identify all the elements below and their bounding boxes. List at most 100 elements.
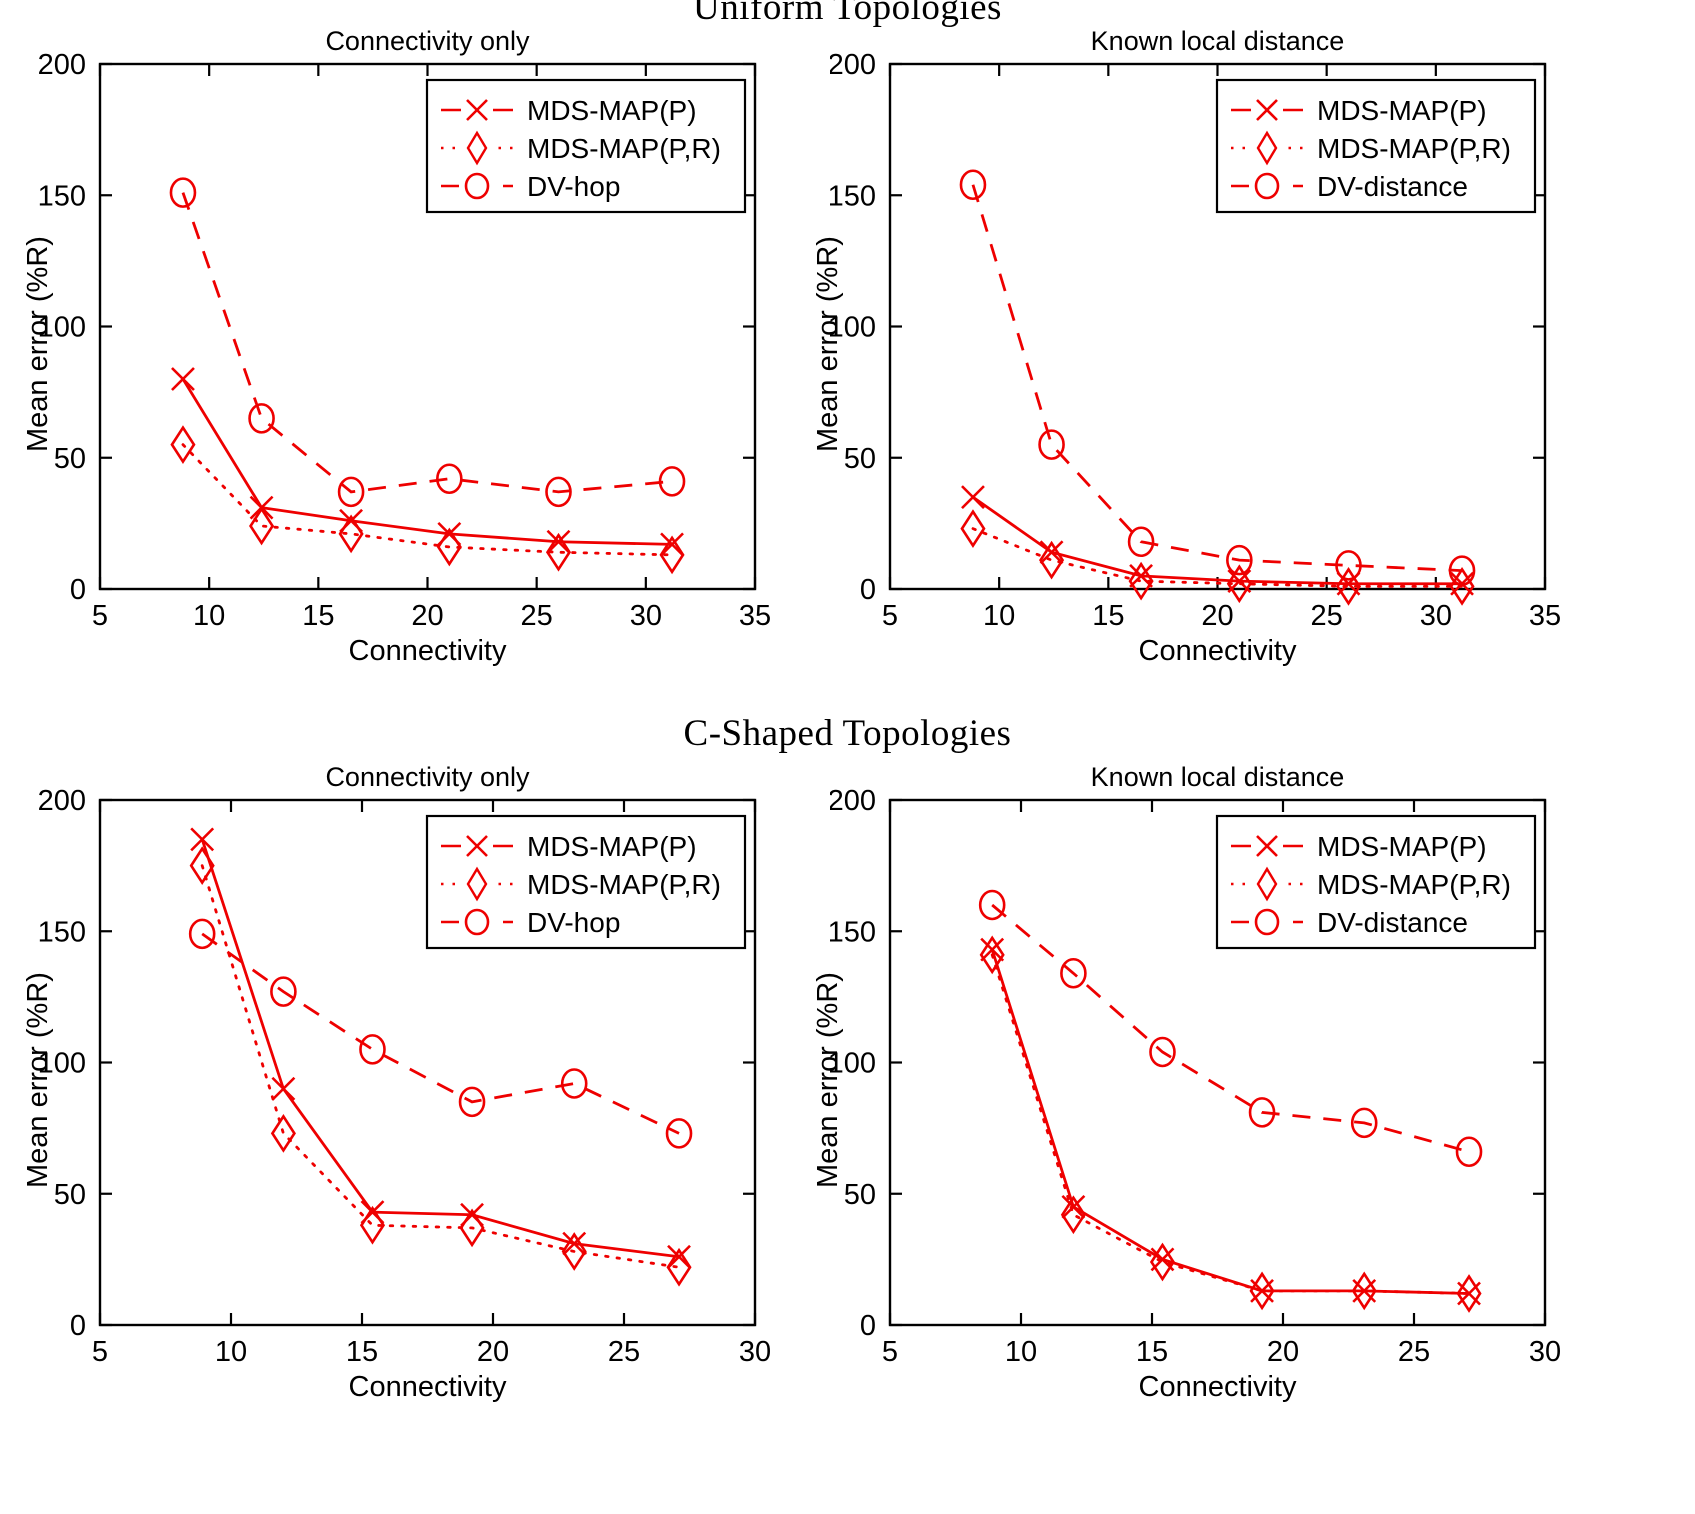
legend-sample-marker bbox=[1254, 172, 1280, 200]
data-point-marker bbox=[666, 1247, 692, 1287]
x-tick-label: 20 bbox=[411, 600, 443, 632]
x-tick-label: 20 bbox=[477, 1336, 509, 1368]
series-line-3 bbox=[971, 184, 1463, 573]
y-tick-label: 100 bbox=[38, 1048, 86, 1080]
y-tick-label: 200 bbox=[830, 49, 876, 81]
chart-panel-cshaped-connectivity-only: Connectivity only 0 50 100 150 200 5 10 15 20 25 30… bbox=[0, 752, 810, 1514]
y-axis-label: Mean error (%R) bbox=[22, 235, 54, 452]
data-point-marker bbox=[961, 485, 985, 510]
data-point-marker bbox=[190, 827, 215, 852]
x-tick-label: 30 bbox=[739, 1336, 771, 1368]
legend-label: DV-hop bbox=[527, 171, 620, 202]
x-tick-label: 5 bbox=[882, 600, 898, 632]
y-tick-label: 150 bbox=[38, 916, 86, 948]
data-point-marker bbox=[1248, 1097, 1276, 1128]
y-tick-label: 200 bbox=[830, 785, 876, 817]
data-point-marker bbox=[562, 1231, 587, 1256]
legend-sample-marker bbox=[1254, 908, 1280, 936]
data-point-marker bbox=[249, 506, 275, 546]
section-heading-uniform: Uniform Topologies bbox=[693, 0, 1002, 28]
x-tick-label: 10 bbox=[983, 600, 1015, 632]
section-heading-cshaped: C-Shaped Topologies bbox=[683, 713, 1012, 754]
x-tick-label: 25 bbox=[608, 1336, 640, 1368]
y-axis-label: Mean error (%R) bbox=[812, 235, 844, 452]
data-point-marker bbox=[1350, 1107, 1378, 1139]
chart-panel-cshaped-known-local-distance: Known local distance 0 50 100 150 200 5 10 15 20 2… bbox=[812, 752, 1695, 1514]
legend-label: DV-hop bbox=[527, 907, 620, 938]
data-point-marker bbox=[978, 889, 1006, 921]
x-tick-label: 15 bbox=[302, 600, 334, 632]
data-point-marker bbox=[1060, 1195, 1086, 1235]
legend-sample-marker bbox=[466, 866, 488, 902]
series-line-1 bbox=[972, 495, 1463, 586]
x-tick-label: 25 bbox=[521, 600, 553, 632]
data-point-marker bbox=[1335, 566, 1362, 606]
series-line-1 bbox=[181, 378, 673, 546]
x-tick-label: 20 bbox=[1267, 1336, 1299, 1368]
legend-sample-marker bbox=[1256, 99, 1278, 121]
chart-legend: MDS-MAP(P) MDS-MAP(P,R) DV-hop bbox=[425, 78, 747, 214]
legend-sample-marker bbox=[464, 908, 490, 936]
data-point-marker bbox=[169, 177, 197, 208]
data-point-marker bbox=[1128, 561, 1154, 601]
data-point-marker bbox=[171, 367, 195, 391]
legend-sample-marker bbox=[1256, 130, 1278, 166]
x-tick-label: 20 bbox=[1201, 600, 1233, 632]
legend-label: MDS-MAP(P) bbox=[1317, 831, 1487, 862]
series-line-1 bbox=[200, 838, 680, 1259]
legend-sample-marker bbox=[466, 835, 488, 857]
x-axis-label: Connectivity bbox=[348, 1371, 507, 1403]
chart-title: Known local distance bbox=[1090, 762, 1345, 792]
data-point-marker bbox=[1039, 540, 1064, 565]
series-line-3 bbox=[201, 932, 680, 1135]
data-point-marker bbox=[1226, 564, 1252, 604]
x-tick-label: 10 bbox=[1005, 1336, 1037, 1368]
y-tick-label: 150 bbox=[38, 180, 86, 212]
x-tick-label: 30 bbox=[630, 600, 662, 632]
data-point-marker bbox=[546, 529, 571, 554]
legend-sample-marker bbox=[464, 172, 490, 200]
data-point-marker bbox=[1061, 1194, 1086, 1219]
legend-label: MDS-MAP(P,R) bbox=[1317, 869, 1511, 900]
data-point-marker bbox=[1455, 1136, 1483, 1168]
x-axis-label: Connectivity bbox=[348, 635, 507, 667]
series-line-2 bbox=[181, 443, 674, 557]
data-point-marker bbox=[436, 527, 462, 567]
series-line-3 bbox=[991, 903, 1470, 1154]
y-tick-label: 200 bbox=[38, 49, 86, 81]
x-tick-label: 5 bbox=[92, 1336, 108, 1368]
data-point-marker bbox=[979, 935, 1005, 975]
y-tick-label: 150 bbox=[830, 916, 876, 948]
x-tick-label: 5 bbox=[882, 1336, 898, 1368]
legend-label: MDS-MAP(P,R) bbox=[1317, 133, 1511, 164]
legend-sample-marker bbox=[466, 130, 488, 166]
x-tick-label: 15 bbox=[346, 1336, 378, 1368]
data-point-marker bbox=[1038, 429, 1065, 460]
legend-label: MDS-MAP(P) bbox=[527, 831, 697, 862]
y-axis-label: Mean error (%R) bbox=[22, 971, 54, 1188]
data-point-marker bbox=[359, 1205, 386, 1245]
series-line-2 bbox=[971, 527, 1464, 588]
y-tick-label: 100 bbox=[830, 1048, 876, 1080]
series-line-2 bbox=[200, 864, 681, 1269]
x-tick-label: 15 bbox=[1136, 1336, 1168, 1368]
y-tick-label: 0 bbox=[70, 574, 86, 606]
data-point-marker bbox=[270, 976, 297, 1007]
legend-sample-marker bbox=[1256, 835, 1278, 857]
data-point-marker bbox=[561, 1232, 587, 1271]
chart-panel-uniform-connectivity-only: Connectivity only 0 50 100 150 200 5 10 15 20 25 30… bbox=[0, 26, 810, 667]
x-axis-label: Connectivity bbox=[1138, 635, 1297, 667]
data-point-marker bbox=[545, 476, 572, 508]
data-point-marker bbox=[271, 1076, 296, 1101]
y-tick-label: 100 bbox=[830, 312, 876, 344]
chart-panel-uniform-known-local-distance: Known local distance 0 50 100 150 200 5 10 15 20 2… bbox=[812, 26, 1695, 667]
data-point-marker bbox=[660, 532, 684, 557]
data-point-marker bbox=[1249, 1271, 1275, 1311]
data-point-marker bbox=[188, 918, 216, 950]
data-point-marker bbox=[436, 463, 463, 495]
data-point-marker bbox=[1129, 563, 1154, 588]
